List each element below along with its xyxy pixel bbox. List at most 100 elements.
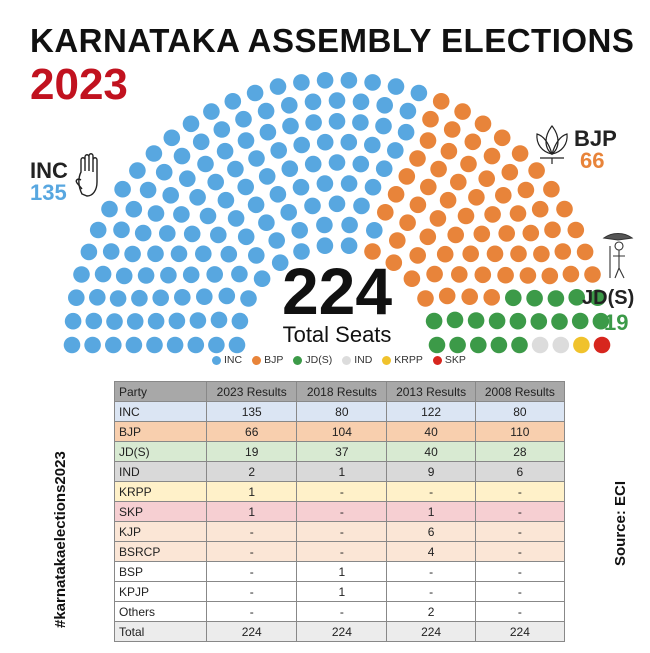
table-cell: 19 — [206, 441, 298, 462]
table-cell: 4 — [386, 541, 476, 562]
seat-marker — [228, 336, 246, 354]
seat-marker — [227, 210, 245, 227]
seat-marker — [589, 289, 606, 307]
seat-marker — [428, 336, 446, 354]
seat-marker — [114, 180, 131, 198]
seat-marker — [218, 287, 236, 305]
table-cell: - — [386, 561, 476, 582]
seat-marker — [484, 206, 501, 223]
seat-marker — [162, 187, 179, 204]
seat-marker — [270, 142, 288, 159]
legend-label: SKP — [444, 354, 466, 366]
seat-marker — [125, 336, 143, 354]
seat-marker — [224, 93, 242, 110]
seat-marker — [258, 168, 276, 185]
seat-marker — [145, 145, 163, 162]
seat-marker — [474, 266, 492, 284]
seat-marker — [231, 265, 248, 283]
farmer-icon — [602, 232, 634, 279]
seat-marker — [457, 207, 475, 225]
seat-marker — [399, 102, 417, 120]
table-row: BSP -1- - — [113, 561, 566, 582]
table-cell: 104 — [296, 421, 388, 442]
seat-marker — [364, 178, 382, 196]
table-row: BSRCP - -4- — [113, 541, 566, 562]
seat-marker — [85, 312, 103, 330]
seat-marker — [84, 336, 101, 354]
table-cell: - — [386, 481, 476, 502]
seat-marker — [387, 186, 405, 203]
seat-marker — [544, 221, 561, 239]
seat-marker — [376, 97, 394, 114]
table-cell: 6 — [386, 521, 476, 542]
seat-marker — [101, 200, 118, 218]
page-year: 2023 — [30, 60, 128, 109]
table-row: SKP 1-1- — [113, 501, 566, 522]
table-cell: 1 — [386, 501, 476, 522]
seat-marker — [352, 155, 370, 173]
seat-marker — [282, 117, 299, 135]
seat-marker — [576, 243, 594, 261]
legend-swatch — [382, 355, 392, 365]
seat-marker — [519, 267, 537, 284]
table-cell: 66 — [206, 421, 298, 442]
seat-marker — [486, 245, 504, 263]
seat-marker — [269, 186, 287, 203]
seat-marker — [526, 289, 543, 307]
seat-marker — [505, 289, 522, 307]
seat-marker — [197, 155, 214, 173]
table-row: BJP 66 104 40 110 — [113, 421, 566, 442]
seat-marker — [449, 336, 466, 354]
table-cell: 135 — [206, 401, 298, 422]
seat-marker — [109, 290, 127, 307]
seat-marker — [231, 312, 249, 330]
seat-marker — [552, 336, 570, 354]
seat-marker — [73, 266, 90, 283]
seat-marker — [328, 113, 346, 130]
seat-marker — [366, 222, 383, 239]
seat-marker — [528, 162, 545, 179]
seat-marker — [173, 206, 190, 223]
seat-marker — [64, 312, 82, 330]
seat-marker — [522, 224, 540, 242]
seat-marker — [196, 288, 213, 306]
seat-marker — [551, 313, 568, 330]
seat-marker — [438, 287, 456, 305]
hand-icon — [75, 153, 98, 197]
seat-marker — [562, 265, 580, 283]
table-cell: Others — [113, 601, 208, 622]
seat-marker — [340, 175, 358, 192]
table-header-cell: 2023 Results — [206, 381, 298, 402]
total-seats-label: Total Seats — [282, 322, 392, 347]
seat-marker — [483, 147, 501, 165]
table-cell: - — [474, 501, 566, 522]
seat-marker — [533, 245, 550, 263]
seat-marker — [495, 187, 512, 204]
seat-marker — [454, 103, 471, 120]
seat-marker — [208, 336, 225, 354]
jds-callout-label: JD(S) — [582, 287, 635, 309]
seat-marker — [447, 226, 465, 244]
seat-marker — [541, 267, 559, 285]
seat-marker — [174, 289, 191, 306]
seat-marker — [304, 155, 322, 173]
legend-swatch — [212, 355, 221, 365]
seat-marker — [573, 336, 590, 354]
seat-marker — [147, 312, 165, 330]
seat-marker — [410, 84, 428, 102]
seat-marker — [168, 312, 186, 330]
seat-marker — [203, 103, 220, 120]
table-row: JD(S) 19 37 40 28 — [113, 441, 566, 462]
seat-marker — [207, 173, 224, 191]
seat-marker — [593, 336, 611, 354]
seat-marker — [68, 289, 85, 307]
seat-marker — [155, 163, 173, 181]
table-header-cell: 2013 Results — [386, 381, 476, 402]
table-body: INC 135 80 122 80 BJP 66 104 40 110 JD(S) 19 37 40 28 I… — [113, 401, 566, 642]
legend-item: INC — [212, 354, 242, 366]
seat-marker — [292, 178, 310, 196]
table-row: KRPP 1- - - — [113, 481, 566, 502]
seat-marker — [389, 232, 406, 249]
source-text: Source: ECI — [612, 480, 629, 566]
seat-marker — [170, 245, 188, 263]
